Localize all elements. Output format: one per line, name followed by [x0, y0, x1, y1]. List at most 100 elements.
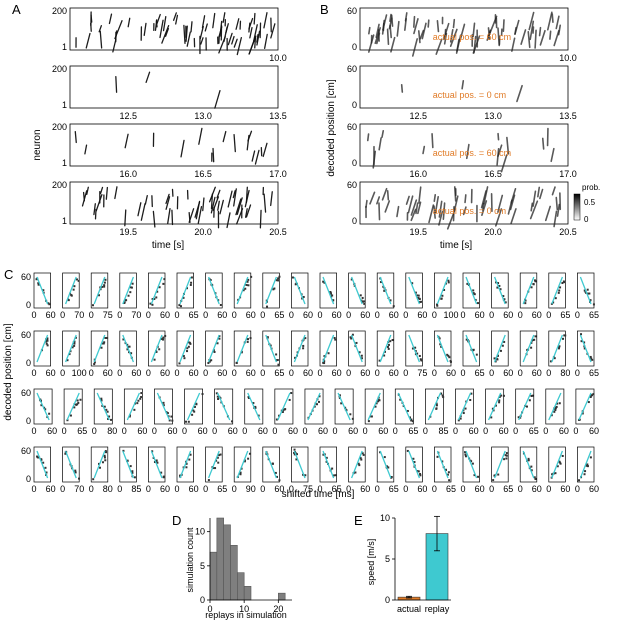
decoded-point [554, 297, 557, 300]
replay-fit-line [150, 276, 163, 305]
x-tick-label: 60 [469, 426, 479, 436]
spike-sequence [198, 127, 203, 145]
panel-e-bars: actual replay 0 5 10 [380, 513, 451, 614]
decoded-point [558, 402, 561, 405]
replay-panel: 0 60 [518, 272, 542, 320]
x-tick-label: 60 [589, 426, 599, 436]
decoded-trace [433, 205, 436, 219]
decoded-point [586, 463, 589, 466]
x-tick-label: 60 [475, 484, 485, 494]
decoded-point [383, 350, 386, 353]
decoded-point [361, 300, 364, 303]
decoded-point [530, 465, 533, 468]
spike-sequence [210, 196, 216, 214]
decoded-point [317, 400, 320, 403]
decoded-point [97, 294, 100, 297]
decoded-trace [556, 203, 561, 217]
decoded-point [288, 398, 291, 401]
decoded-point [271, 462, 274, 465]
replay-frame [548, 272, 566, 309]
spike-sequence [172, 12, 177, 21]
decoded-point [178, 304, 181, 307]
x-tick-label: 60 [160, 310, 170, 320]
decoded-point [276, 358, 279, 361]
x-tick-label: 0 [346, 310, 351, 320]
decoded-point [214, 467, 217, 470]
spike-sequence [214, 90, 221, 109]
y-tick-label: 0 [352, 158, 357, 168]
decoded-trace [410, 199, 418, 216]
y-tick-label: 60 [347, 6, 357, 16]
spike-sequence [84, 144, 88, 155]
spike-sequence [145, 71, 151, 83]
y-tick-label: 1 [62, 216, 67, 226]
replay-fit-line [427, 392, 442, 421]
replay-frame [176, 446, 194, 483]
decoded-point [503, 458, 506, 461]
replay-panel: 0 75 [89, 272, 113, 320]
decoded-point [358, 464, 361, 467]
replay-panel: 0 90 [232, 446, 256, 494]
replay-panel: 0 65 [62, 388, 87, 436]
x-tick-label: 0 [518, 368, 523, 378]
colorbar-gradient [573, 193, 581, 221]
replay-fit-line [126, 392, 141, 421]
decoded-point [338, 394, 341, 397]
decoded-point [75, 278, 78, 281]
spike-sequence [249, 26, 253, 39]
decoded-point [361, 452, 364, 455]
spike-sequence [251, 150, 256, 162]
x-tick-label: 60 [532, 484, 542, 494]
x-tick-label: 0 [375, 368, 380, 378]
decoded-point [436, 304, 439, 307]
x-tick-label: 16.0 [409, 169, 427, 179]
replay-fit-line [465, 276, 478, 305]
decoded-point [246, 338, 249, 341]
decoded-point [40, 458, 43, 461]
decoded-trace [376, 196, 381, 205]
replay-frame [519, 446, 538, 483]
x-tick-label: 0 [489, 368, 494, 378]
x-tick-label: 0 [31, 484, 36, 494]
decoded-trace [449, 28, 458, 48]
replay-panel: 0 60 [346, 330, 370, 378]
x-tick-label: 0 [122, 426, 127, 436]
decoded-point [438, 337, 441, 340]
decoded-point [349, 413, 352, 416]
decoded-point [490, 416, 493, 419]
decoded-point [108, 415, 111, 418]
replay-panel: 0 60 [289, 272, 313, 320]
x-tick-label: 60 [189, 368, 199, 378]
decoded-point [530, 395, 533, 398]
x-tick-label: 0 [207, 604, 212, 614]
x-tick-label: 0 [89, 310, 94, 320]
decoded-point [557, 347, 560, 350]
x-tick-label: 0 [31, 426, 36, 436]
decoded-point [557, 291, 560, 294]
replay-panel: 0 80 [89, 446, 113, 494]
decoded-point [37, 283, 40, 286]
spike-sequence [90, 14, 93, 23]
replay-frame [176, 330, 194, 367]
replay-panel: 0 60 [546, 446, 570, 494]
replay-fit-line [493, 450, 506, 479]
decoded-point [139, 397, 142, 400]
x-tick-label: 0 [89, 484, 94, 494]
decoded-point [350, 337, 353, 340]
decoded-point [243, 460, 246, 463]
spike-sequence [219, 20, 223, 37]
spike-sequence [245, 204, 252, 218]
decoded-trace [446, 212, 455, 230]
x-tick-label: 60 [246, 310, 256, 320]
decoded-point [440, 345, 443, 348]
decoded-point [414, 291, 417, 294]
replay-panel: 0 60 [363, 388, 388, 436]
replay-panel: 0 60 [260, 446, 284, 494]
decoded-trace [407, 195, 414, 214]
replay-frame [33, 388, 53, 425]
decoded-trace [537, 186, 541, 198]
decoded-point [444, 468, 447, 471]
decoded-trace [419, 29, 425, 40]
replay-panel: 0 85 [423, 388, 448, 436]
spike-sequence [144, 194, 148, 205]
